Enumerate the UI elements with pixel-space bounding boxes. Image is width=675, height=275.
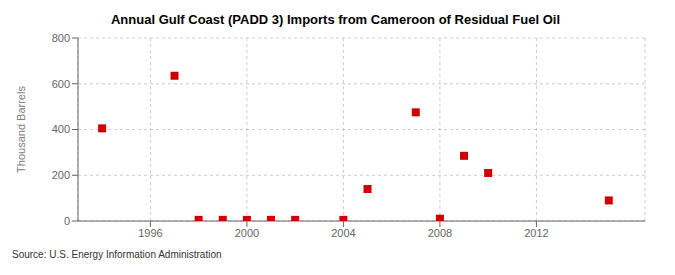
svg-text:0: 0 — [64, 215, 70, 227]
svg-text:2008: 2008 — [428, 227, 452, 239]
svg-text:600: 600 — [52, 78, 70, 90]
svg-text:1996: 1996 — [138, 227, 162, 239]
svg-text:400: 400 — [52, 123, 70, 135]
svg-text:2012: 2012 — [524, 227, 548, 239]
svg-text:200: 200 — [52, 169, 70, 181]
html-text:Annual Gulf Coast (PADD 3) Imp: Annual Gulf Coast (PADD 3) Imports from … — [111, 12, 560, 27]
svg-text:2004: 2004 — [331, 227, 355, 239]
svg-text:2000: 2000 — [235, 227, 259, 239]
html-text:Source: U.S. Energy Informatio: Source: U.S. Energy Information Administ… — [12, 249, 222, 260]
svg-text:Thousand Barrels: Thousand Barrels — [15, 86, 27, 173]
svg-text:800: 800 — [52, 32, 70, 44]
